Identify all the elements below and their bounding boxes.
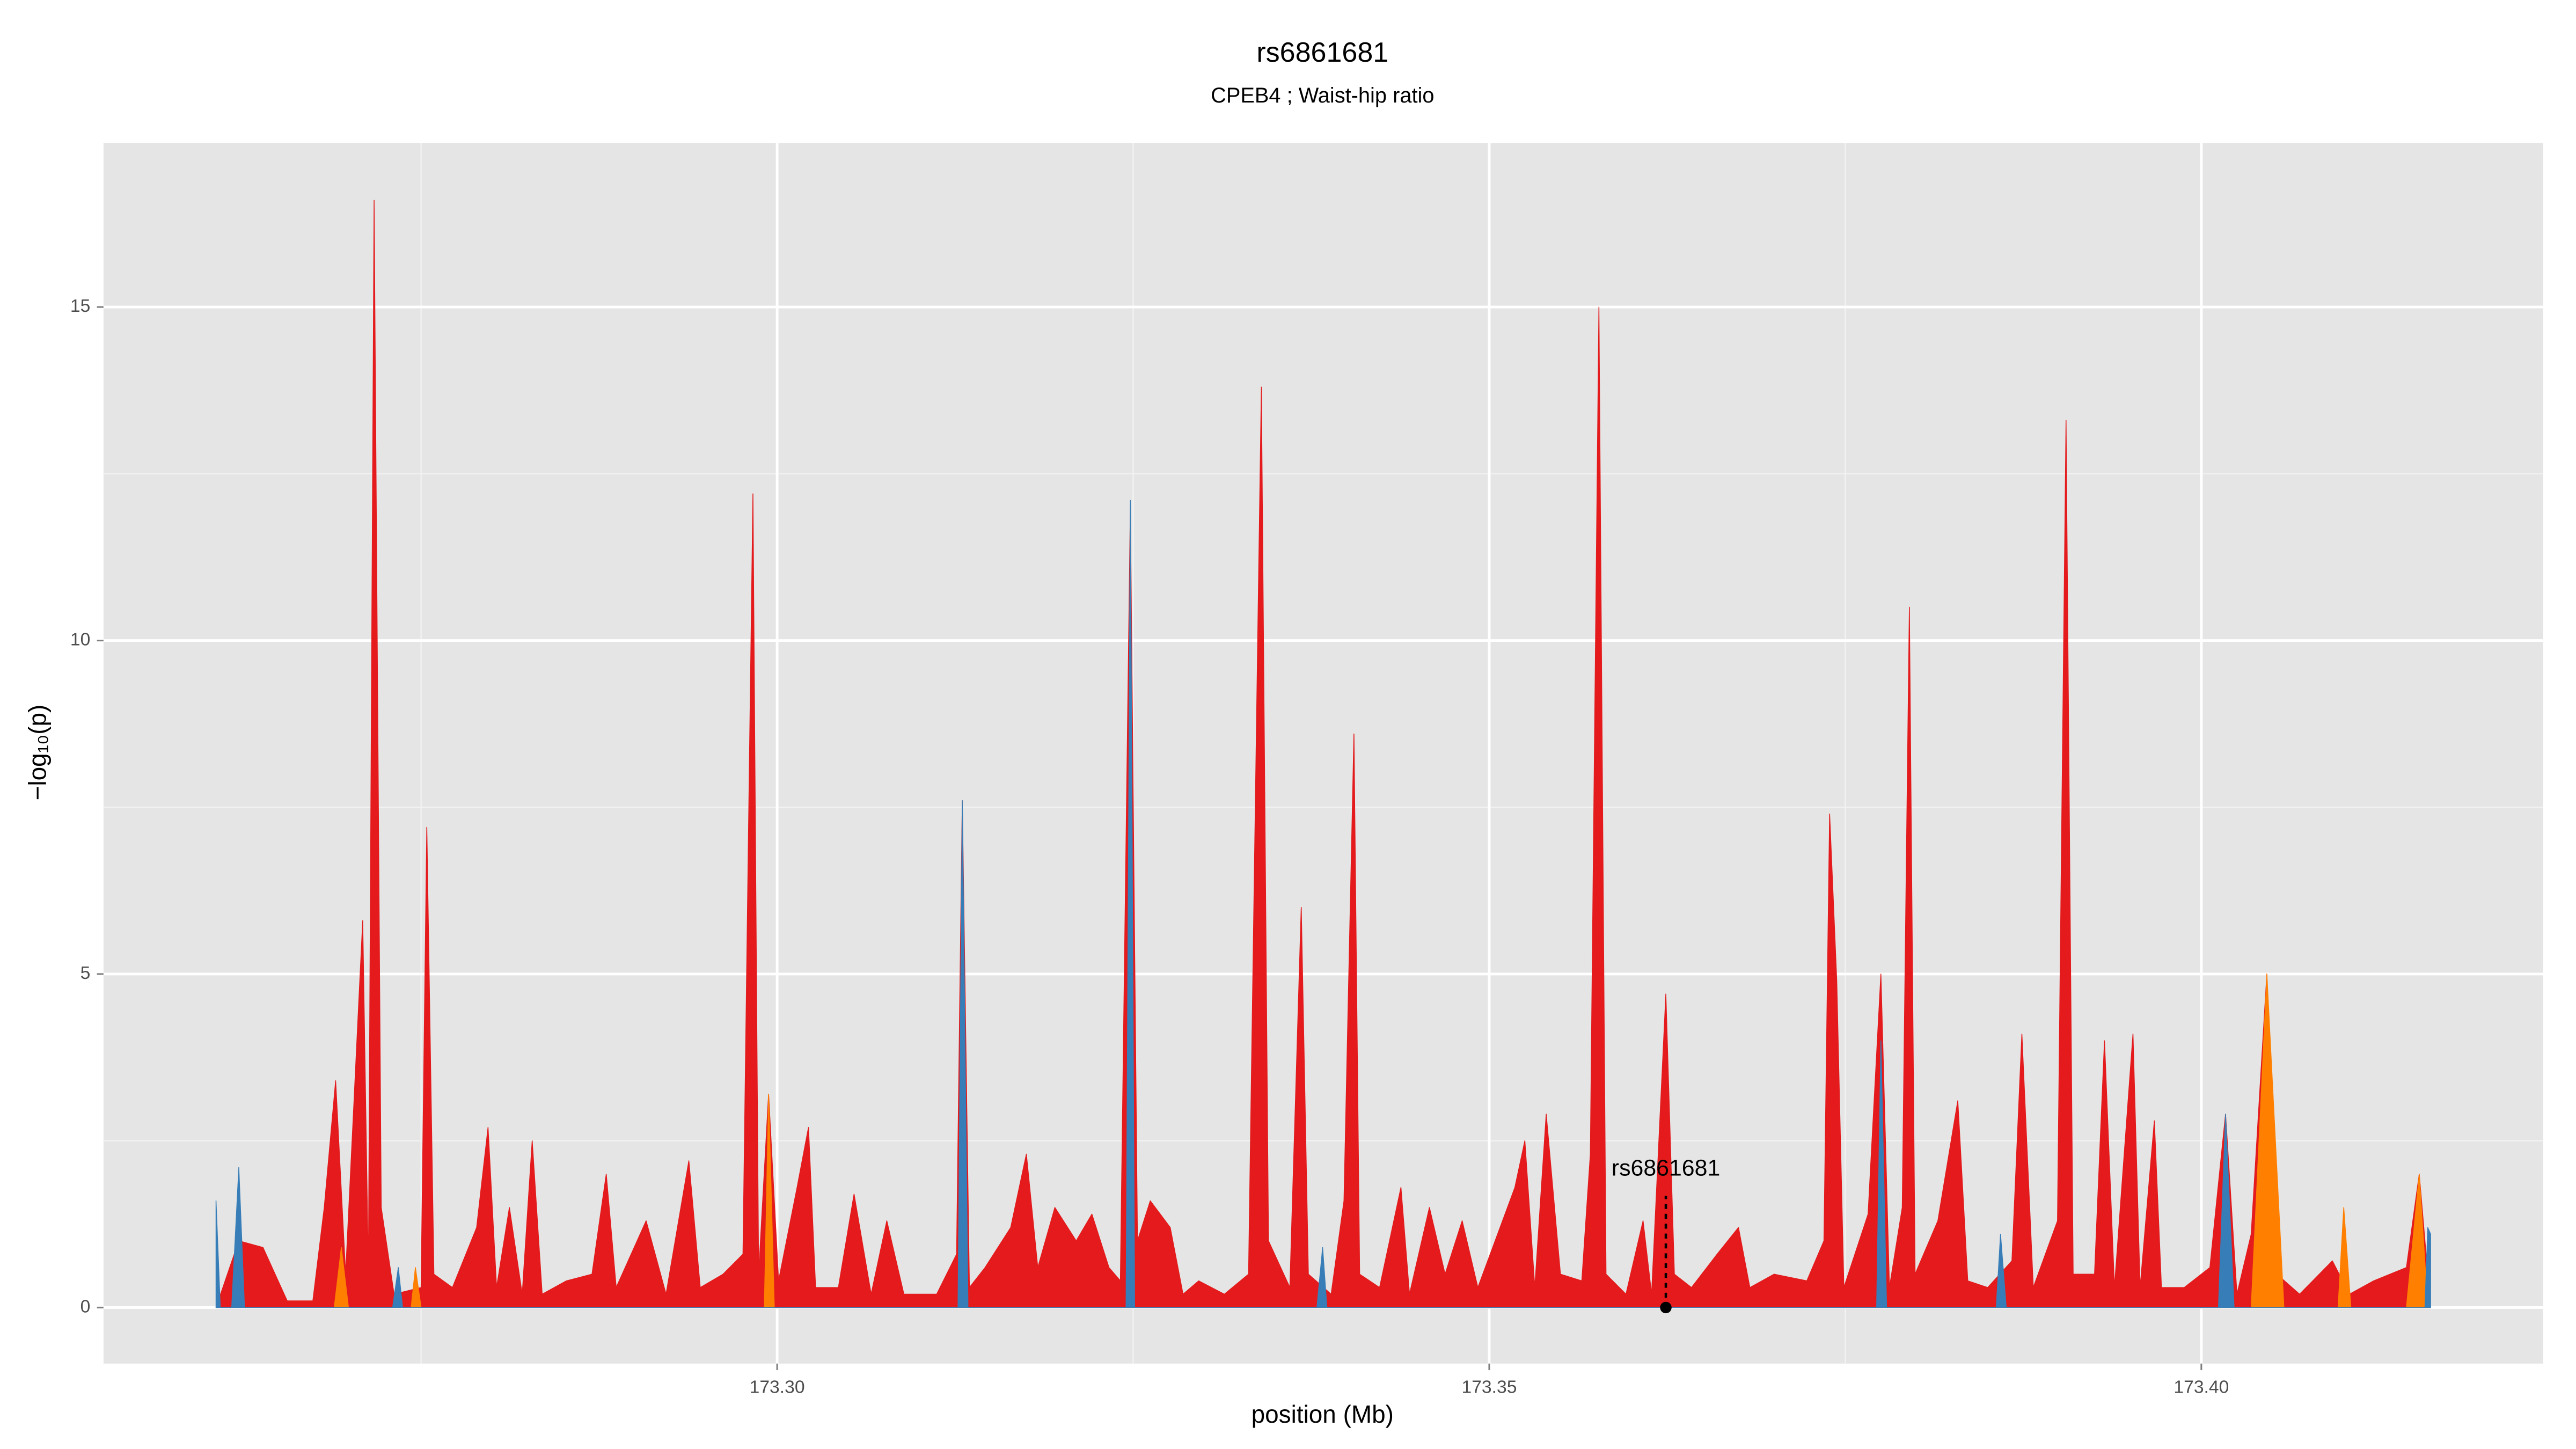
x-axis-title: position (Mb) [1252, 1400, 1394, 1428]
plot-panel [103, 143, 2543, 1364]
y-tick-label: 10 [70, 630, 90, 649]
x-tick-label: 173.35 [1462, 1378, 1517, 1397]
chart-title: rs6861681 [1256, 37, 1388, 68]
area [215, 200, 2431, 1308]
chart-subtitle: CPEB4 ; Waist-hip ratio [1211, 84, 1434, 107]
x-tick-label: 173.40 [2174, 1378, 2229, 1397]
area [334, 974, 2428, 1308]
y-tick-label: 5 [80, 963, 91, 983]
y-axis-title: −log₁₀(p) [24, 705, 52, 801]
annotation-label: rs6861681 [1612, 1155, 1720, 1181]
area [215, 500, 2431, 1308]
y-tick-label: 15 [70, 296, 90, 316]
annotation-point [1660, 1301, 1672, 1314]
y-tick-label: 0 [80, 1297, 91, 1316]
x-tick-label: 173.30 [750, 1378, 805, 1397]
